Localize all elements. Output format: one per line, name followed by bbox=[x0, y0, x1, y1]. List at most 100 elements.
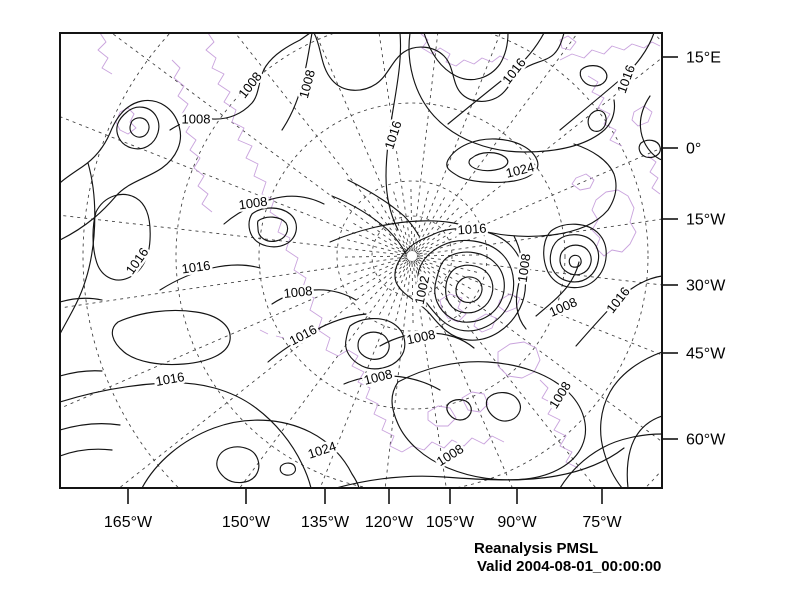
contour-line-1008 bbox=[281, 33, 313, 131]
contour-line-1004 bbox=[256, 216, 289, 242]
right-axis-label: 0° bbox=[686, 141, 701, 158]
graticule-meridian bbox=[364, 261, 407, 306]
contour-line-1014 bbox=[347, 179, 420, 237]
contour-line-1006 bbox=[248, 207, 297, 248]
contour-line-1006 bbox=[345, 318, 406, 370]
graticule-meridian bbox=[60, 257, 408, 409]
graticule-meridian bbox=[384, 260, 412, 488]
right-axis-label: 15°W bbox=[686, 212, 726, 229]
caption-title: Reanalysis PMSL bbox=[474, 540, 599, 557]
contour-label: 1008 bbox=[515, 253, 534, 284]
graticule-parallel bbox=[258, 102, 566, 410]
graticule-meridian bbox=[410, 188, 413, 249]
coastline bbox=[539, 379, 579, 469]
coastline bbox=[631, 105, 653, 127]
graticule-parallel bbox=[175, 33, 649, 488]
contour-line-1004 bbox=[357, 331, 390, 360]
contour-label: 1024 bbox=[504, 159, 536, 181]
contour-line-1016 bbox=[111, 309, 231, 366]
graticule-meridian bbox=[345, 239, 405, 255]
contour-label: 1016 bbox=[154, 369, 185, 389]
contour-line-1016 bbox=[639, 95, 662, 161]
contour-line-1008 bbox=[313, 33, 565, 102]
contour-line-1024 bbox=[468, 152, 509, 172]
graticule-meridian bbox=[416, 218, 662, 256]
contour-line-1016 bbox=[60, 423, 121, 431]
graticule-meridian bbox=[118, 258, 409, 488]
contour-line-1016 bbox=[60, 162, 96, 335]
contour-label: 1016 bbox=[381, 119, 404, 151]
contour-line-1016 bbox=[600, 351, 662, 488]
bottom-axis: 165°W 150°W 135°W 120°W 105°W 90°W 75°W bbox=[104, 488, 623, 531]
contour-line-1008 bbox=[169, 33, 311, 131]
coastline bbox=[401, 435, 505, 453]
coastline bbox=[337, 349, 403, 453]
contour-line-1008 bbox=[271, 289, 357, 305]
graticule-meridian bbox=[413, 189, 429, 249]
right-axis-label: 45°W bbox=[686, 346, 726, 363]
contour-line-1024 bbox=[216, 446, 260, 484]
contour-label: 1008 bbox=[296, 68, 318, 100]
graticule-meridian bbox=[419, 236, 478, 255]
contour-line-1002 bbox=[455, 276, 483, 304]
contour-line-1016 bbox=[447, 33, 545, 125]
bottom-axis-label: 105°W bbox=[426, 514, 475, 531]
contour-label: 1008 bbox=[182, 112, 211, 127]
contour-line-1016 bbox=[559, 33, 655, 131]
coastlines bbox=[97, 33, 661, 469]
contour-line-1002 bbox=[559, 244, 592, 276]
contour-label: 1008 bbox=[283, 283, 313, 301]
contour-line-1016 bbox=[60, 297, 103, 303]
bottom-axis-label: 75°W bbox=[582, 514, 622, 531]
graticule-meridian bbox=[418, 259, 472, 290]
contour-line-1016 bbox=[408, 33, 616, 153]
right-axis: 15°E 0° 15°W 30°W 45°W 60°W bbox=[662, 50, 726, 449]
contour-line-1004 bbox=[549, 234, 600, 283]
coastline bbox=[473, 313, 497, 333]
coastline bbox=[559, 35, 577, 51]
contour-label: 1008 bbox=[405, 327, 436, 348]
contour-label: 1024 bbox=[306, 438, 338, 461]
contour-line-1006 bbox=[485, 392, 521, 422]
graticule-meridian bbox=[392, 190, 411, 249]
contour-label: 1016 bbox=[614, 63, 638, 95]
contour-line-1008 bbox=[223, 195, 325, 225]
contour-line-1016 bbox=[385, 33, 402, 231]
contour-line-1008 bbox=[343, 375, 441, 391]
graticule-meridian bbox=[413, 33, 501, 252]
graticule-meridian bbox=[395, 263, 411, 323]
contour-line-1016 bbox=[575, 275, 662, 347]
contour-line-1008 bbox=[513, 235, 527, 330]
contour-line-1016 bbox=[267, 313, 367, 363]
contour-line-1008 bbox=[423, 33, 509, 81]
contour-line-1008 bbox=[417, 239, 515, 332]
graticule-meridian bbox=[315, 33, 411, 252]
right-axis-label: 60°W bbox=[686, 432, 726, 449]
bottom-axis-label: 135°W bbox=[301, 514, 350, 531]
coastline bbox=[259, 329, 301, 342]
coastline bbox=[461, 391, 489, 413]
contour-label: 1008 bbox=[362, 366, 394, 388]
contour-line-1008 bbox=[535, 261, 580, 317]
contour-label: 1016 bbox=[603, 284, 633, 316]
contour-line-1006 bbox=[434, 251, 505, 323]
coastline bbox=[571, 173, 595, 191]
coastline bbox=[587, 75, 623, 147]
graticule-meridian bbox=[346, 257, 405, 276]
contour-line-1016 bbox=[559, 433, 662, 488]
contour-line-1016 bbox=[60, 382, 312, 488]
contour-line-1008 bbox=[60, 99, 181, 241]
graticule-meridian bbox=[419, 257, 479, 273]
coastline bbox=[171, 59, 213, 213]
coastline bbox=[591, 189, 637, 257]
caption-valid-time: Valid 2004-08-01_00:00:00 bbox=[477, 557, 662, 575]
bottom-axis-label: 165°W bbox=[104, 514, 153, 531]
contour-label: 1008 bbox=[547, 294, 580, 319]
contour-line-1024 bbox=[141, 419, 360, 488]
coastline bbox=[647, 155, 661, 195]
caption: Reanalysis PMSL Valid 2004-08-01_00:00:0… bbox=[474, 540, 774, 575]
contour-label: 1008 bbox=[238, 194, 269, 213]
contour-line-1016 bbox=[60, 370, 103, 377]
